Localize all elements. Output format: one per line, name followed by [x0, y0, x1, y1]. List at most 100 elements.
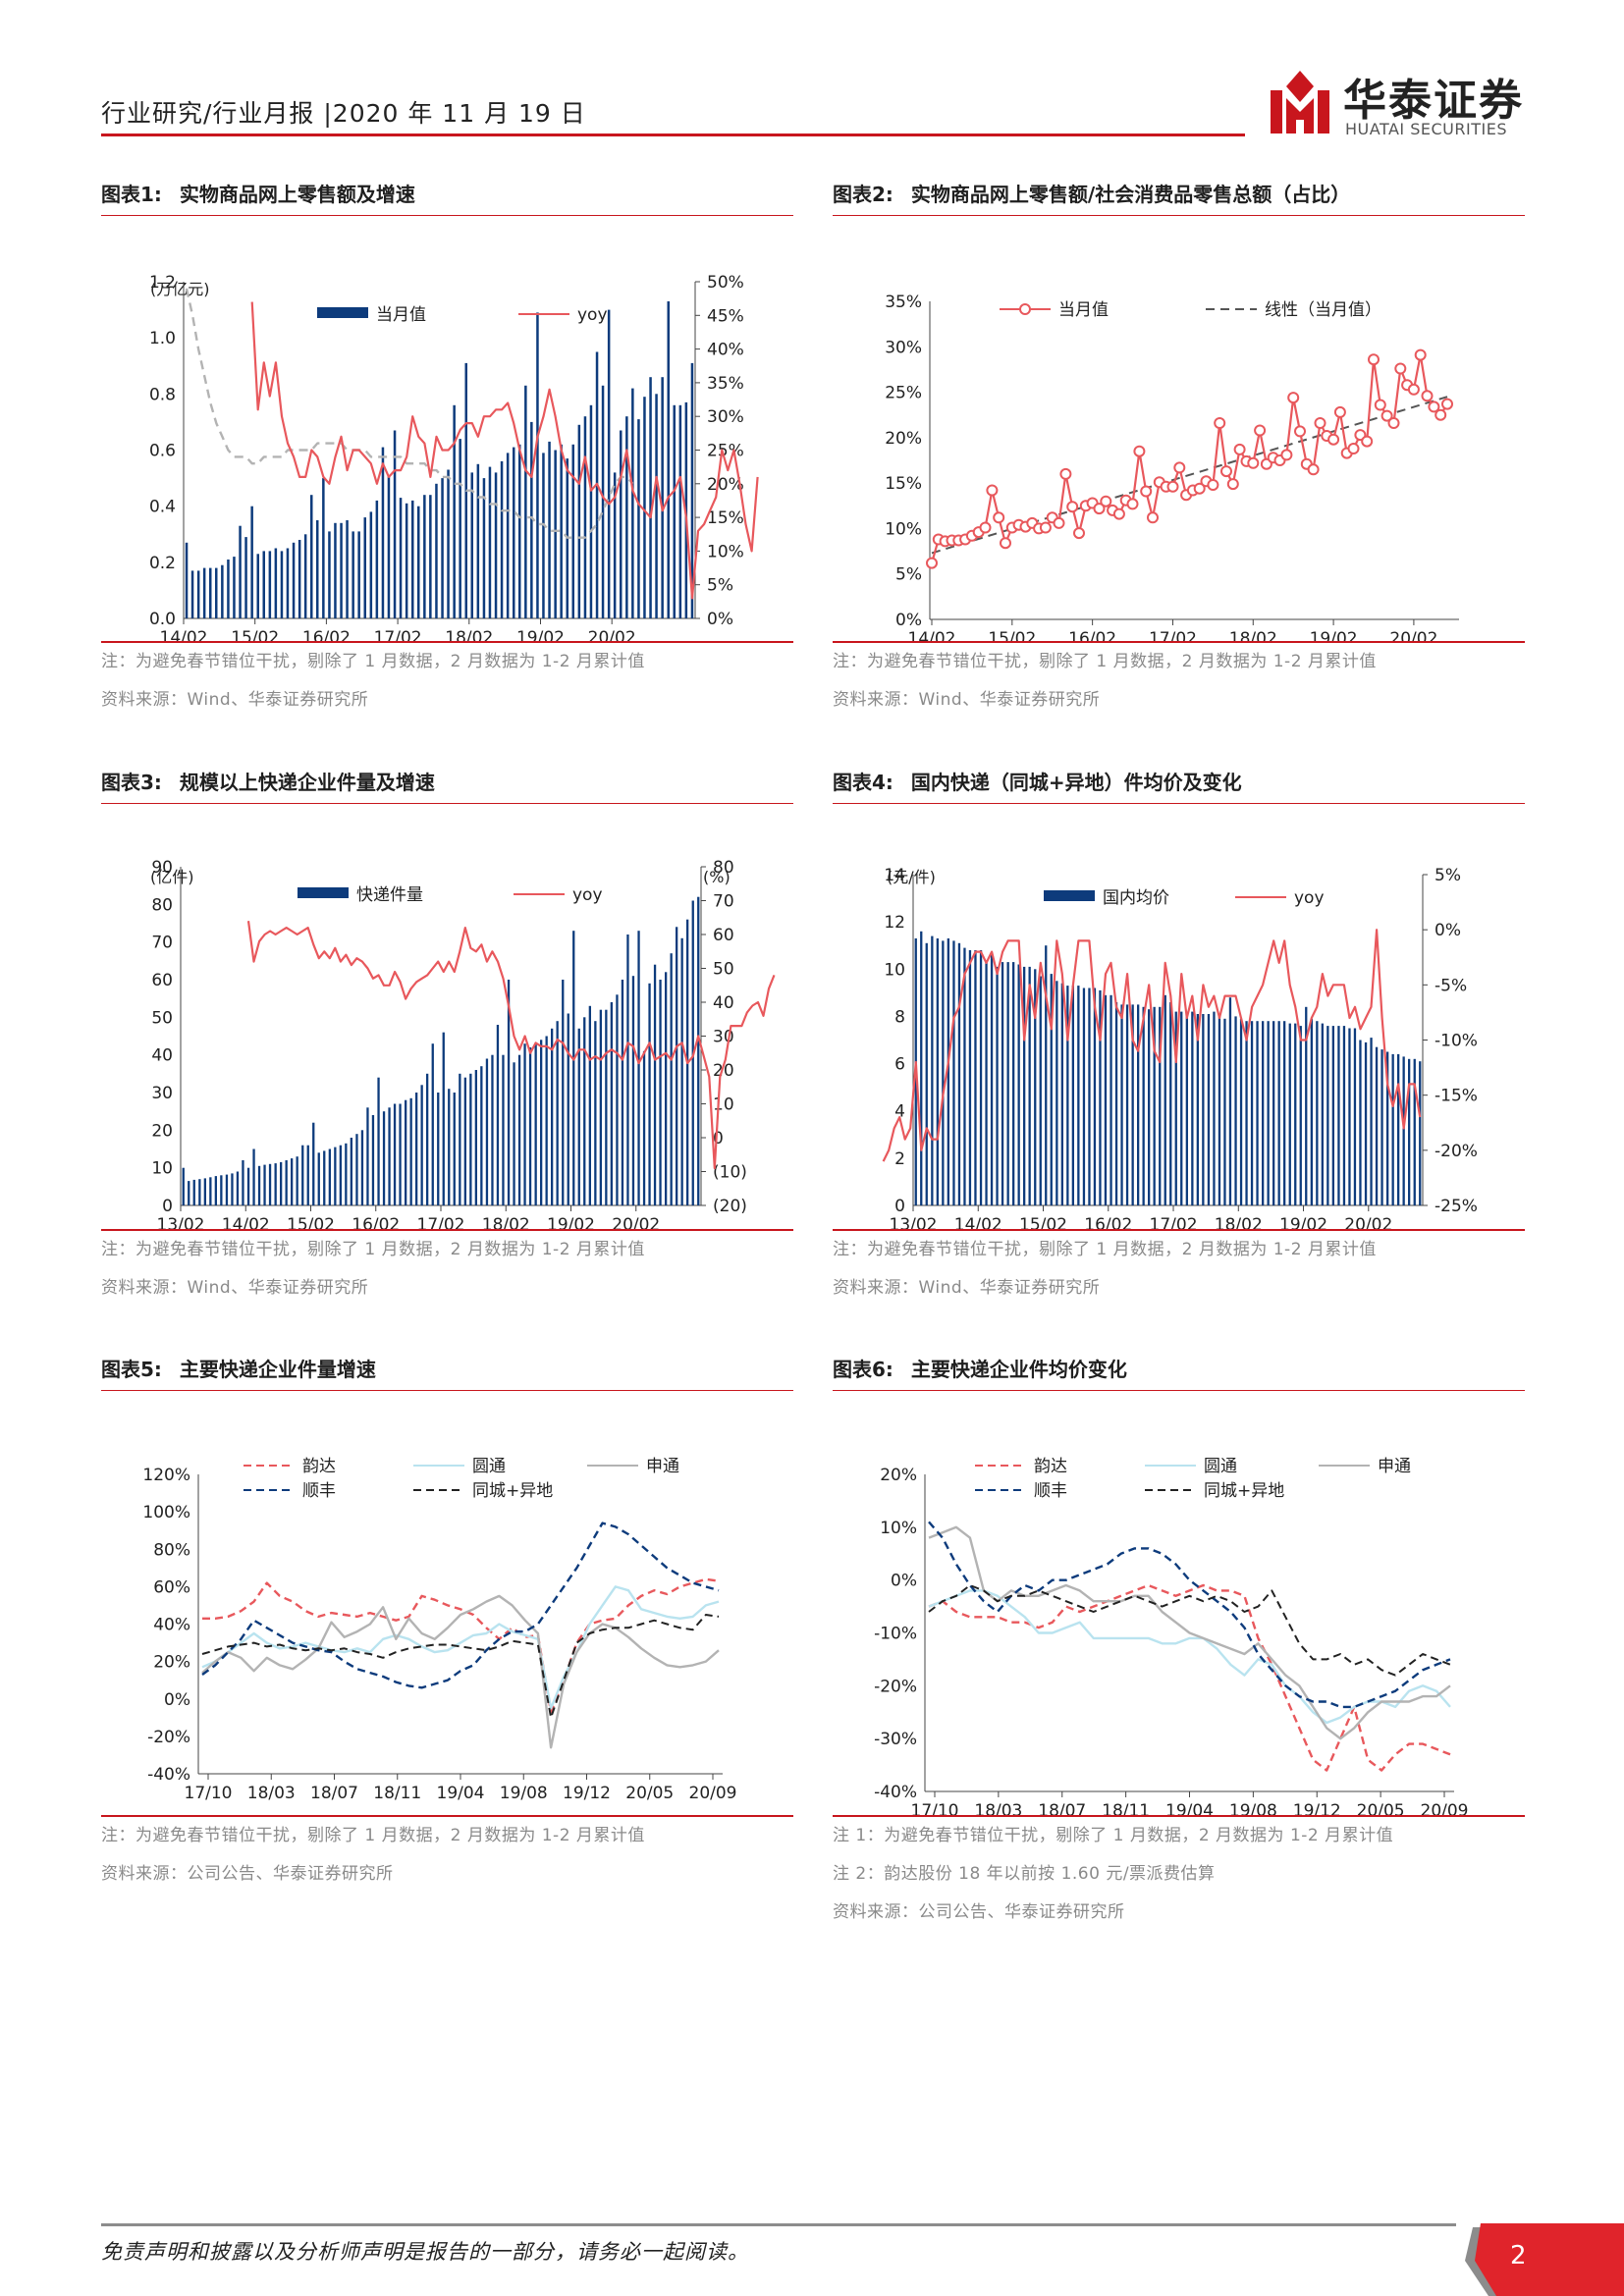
x-tick-label: 16/02	[352, 1215, 400, 1229]
bar	[1223, 1018, 1226, 1205]
bar	[375, 500, 379, 618]
bar	[599, 1009, 602, 1205]
y2-tick-label: (10)	[713, 1163, 747, 1183]
bar	[577, 1028, 580, 1205]
bar	[1283, 1021, 1286, 1205]
bar	[985, 962, 988, 1205]
bar	[1202, 1014, 1205, 1205]
bar	[1397, 1053, 1400, 1205]
bar	[227, 560, 230, 618]
y2-tick-label: 45%	[707, 306, 744, 326]
bar	[979, 950, 983, 1205]
bar	[257, 1165, 261, 1206]
bar	[198, 1179, 201, 1205]
bar	[328, 531, 331, 618]
data-point	[1173, 461, 1186, 474]
y-tick-label: 30%	[885, 338, 922, 357]
bar	[1017, 964, 1020, 1205]
bar	[631, 976, 635, 1205]
bar	[513, 1062, 515, 1205]
legend-item-2-label: 申通	[646, 1457, 679, 1476]
x-tick-label: 20/02	[588, 628, 636, 641]
bar	[1050, 974, 1053, 1205]
bar	[1034, 969, 1037, 1205]
bar	[690, 362, 694, 618]
bar	[345, 1143, 348, 1206]
bar	[1380, 1049, 1383, 1205]
y2-axis-unit: (%)	[703, 868, 731, 886]
y-tick-label: 120%	[142, 1466, 190, 1485]
bar	[625, 416, 628, 618]
data-point	[1000, 537, 1011, 550]
bar	[1342, 1026, 1346, 1205]
bar	[1353, 1028, 1357, 1205]
bar	[387, 475, 391, 618]
bar	[1110, 994, 1112, 1205]
x-tick-label: 19/08	[1229, 1801, 1277, 1815]
bar	[659, 980, 662, 1205]
figure-1: 图表1: 实物商品网上零售额及增速 (万亿元) 0.0 0.2 0.4 0.6 0.8 1.0…	[101, 180, 793, 720]
bar	[613, 472, 617, 618]
bar	[339, 1145, 342, 1205]
footer-rule	[101, 2223, 1456, 2226]
bar	[1045, 945, 1048, 1205]
y-tick-label: 0	[894, 1197, 905, 1216]
y-tick-label: 10%	[880, 1519, 917, 1538]
x-tick-label: 18/03	[247, 1784, 296, 1803]
bar	[1316, 1021, 1319, 1205]
bar	[655, 394, 658, 618]
bar	[405, 1099, 407, 1205]
bar	[214, 1176, 217, 1205]
bar	[990, 954, 994, 1205]
page-number: 2	[1510, 2241, 1527, 2270]
bar	[242, 1160, 244, 1205]
bar	[551, 1028, 554, 1205]
bar	[1142, 1006, 1145, 1205]
bar	[1120, 1004, 1123, 1205]
x-tick-label: 19/02	[1279, 1215, 1327, 1229]
bar	[1185, 1014, 1188, 1205]
bar	[215, 567, 218, 618]
y-tick-label: 10	[151, 1159, 173, 1179]
bar	[182, 1167, 185, 1205]
x-tick-label: 13/02	[157, 1215, 205, 1229]
figure-number: 图表1:	[101, 183, 162, 206]
figure-source: 资料来源：Wind、华泰证券研究所	[833, 690, 1101, 710]
bar	[676, 927, 678, 1205]
bar	[1262, 1021, 1265, 1205]
y2-tick-label: -10%	[1435, 1032, 1478, 1051]
bar	[649, 377, 652, 618]
bar	[610, 1002, 613, 1205]
data-point	[1053, 516, 1065, 529]
footer-disclaimer: 免责声明和披露以及分析师声明是报告的一部分，请务必一起阅读。	[101, 2240, 749, 2264]
bar	[925, 942, 928, 1205]
legend-item-0-label: 韵达	[1034, 1457, 1067, 1476]
y-tick-label: 60	[151, 971, 173, 990]
bar	[1191, 1011, 1194, 1205]
bar	[310, 495, 313, 618]
bar	[1364, 1041, 1368, 1205]
bar	[480, 1066, 483, 1205]
bar	[523, 1043, 526, 1205]
y2-tick-label: -5%	[1435, 976, 1467, 995]
data-point	[1220, 465, 1232, 478]
bar	[1413, 1058, 1416, 1205]
x-tick-label: 20/02	[1344, 1215, 1392, 1229]
bar	[637, 931, 640, 1205]
huatai-logo-mark-icon	[1271, 71, 1329, 133]
bar	[601, 385, 605, 618]
data-point	[1280, 449, 1293, 461]
y-tick-label: 0.4	[149, 498, 176, 517]
bar	[545, 1036, 548, 1205]
bar	[252, 1148, 255, 1205]
figure-2: 图表2: 实物商品网上零售额/社会消费品零售总额（占比） 0% 5% 10% 15% 20…	[833, 180, 1525, 720]
bar	[1288, 1023, 1291, 1205]
figure-source: 资料来源：Wind、华泰证券研究所	[833, 1278, 1101, 1298]
bar	[301, 1145, 304, 1205]
data-point	[1435, 408, 1447, 421]
bar	[1159, 1006, 1162, 1205]
data-point	[1226, 478, 1239, 491]
bar	[274, 1163, 277, 1205]
bar	[670, 953, 673, 1205]
data-point	[1100, 495, 1112, 507]
